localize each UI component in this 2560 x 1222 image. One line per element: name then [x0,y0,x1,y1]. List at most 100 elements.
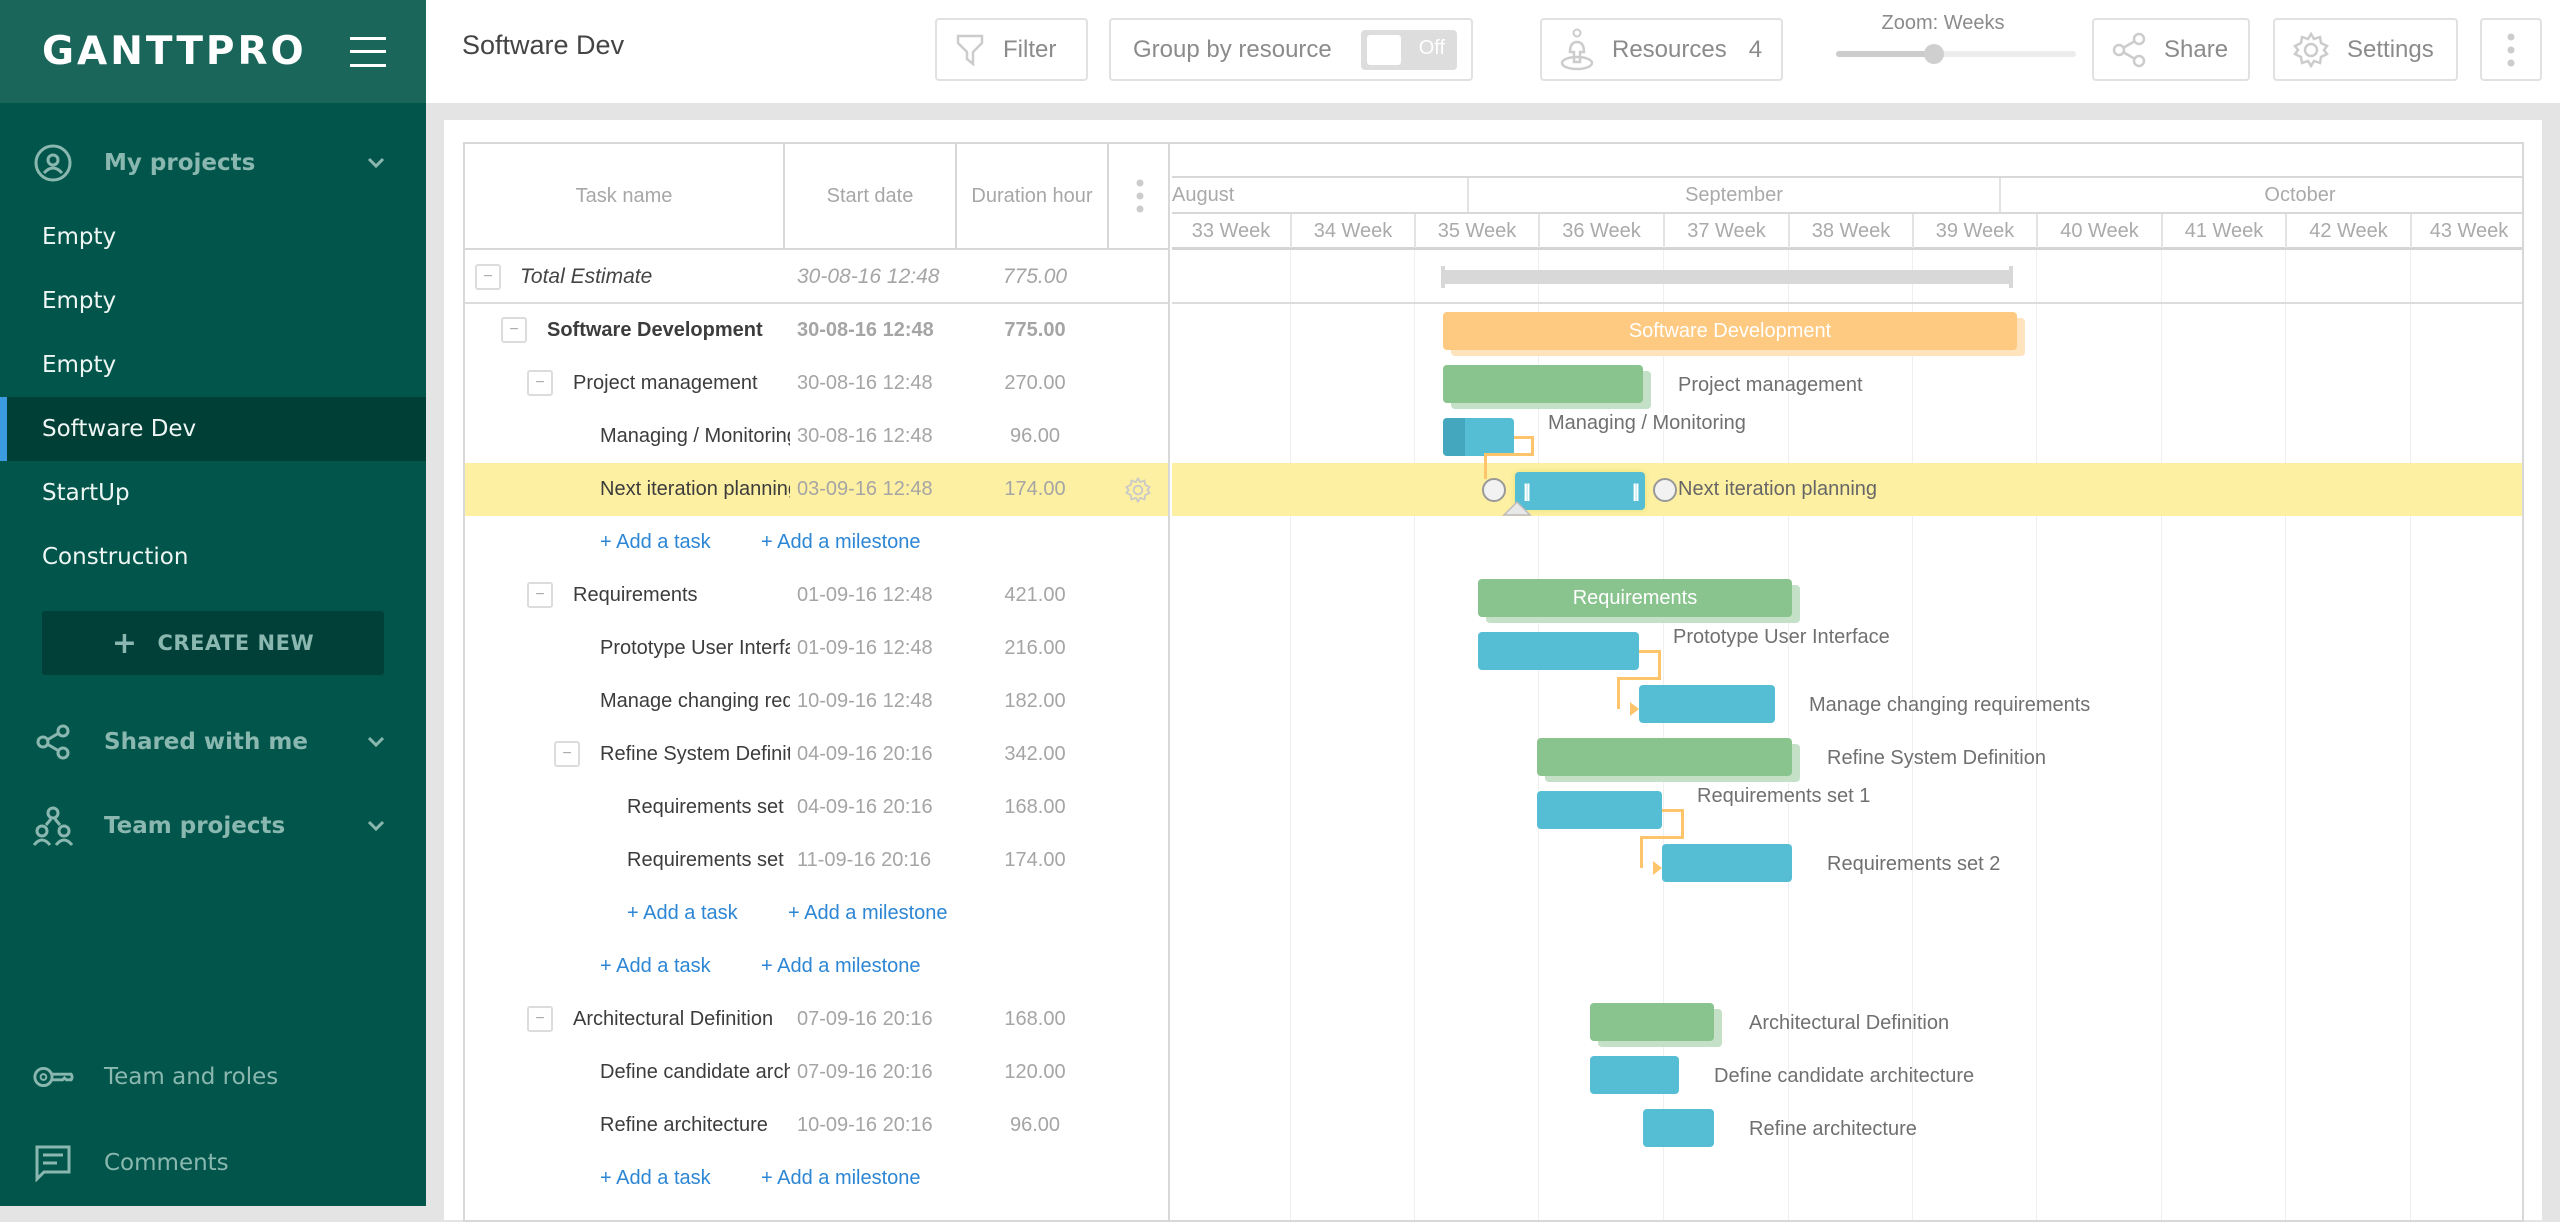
table-row-requirements-set-1[interactable]: Requirements set 1 04-09-16 20:16 168.00 [465,781,1168,834]
bar-label: Prototype User Interface [1673,626,1890,648]
sidebar-project-empty-3[interactable]: Empty [42,352,117,378]
column-header-start-date[interactable]: Start date [785,144,957,250]
dependency-link [1514,436,1534,456]
gantt-bar-define-candidate-architecture[interactable] [1590,1056,1679,1094]
progress-drag-handle-icon[interactable] [1502,500,1532,516]
start-date: 30-08-16 12:48 [797,319,934,341]
gantt-bar-next-iteration-planning[interactable]: ||| ||| [1515,472,1645,510]
gantt-bar-requirements-set-1[interactable] [1537,791,1662,829]
table-row-prototype-ui[interactable]: Prototype User Interface 01-09-16 12:48 … [465,622,1168,675]
collapse-toggle[interactable]: − [475,264,501,290]
create-new-label: CREATE NEW [157,631,315,655]
start-date: 11-09-16 20:16 [797,849,932,871]
gantt-bar-requirements[interactable]: Requirements [1478,579,1792,617]
collapse-toggle[interactable]: − [527,1006,553,1032]
ganttpro-logo[interactable]: GANTTPRO [42,29,307,74]
table-row-requirements[interactable]: − Requirements 01-09-16 12:48 421.00 [465,569,1168,622]
gantt-bar-prototype-ui[interactable] [1478,632,1639,670]
duration: 96.00 [1009,425,1061,447]
gantt-bar-refine-architecture[interactable] [1643,1109,1714,1147]
hamburger-menu-icon[interactable] [350,36,386,67]
table-row-next-iteration-planning[interactable]: Next iteration planning 03-09-16 12:48 1… [465,463,1168,516]
add-task-link[interactable]: + Add a task [600,955,711,977]
duration: 168.00 [1004,796,1066,818]
resize-handle-right[interactable]: ||| [1631,480,1640,501]
table-row-project-management[interactable]: − Project management 30-08-16 12:48 270.… [465,357,1168,410]
gantt-bar-architectural-definition[interactable] [1590,1003,1714,1041]
column-options-button[interactable] [1109,144,1170,250]
group-by-resource-toggle[interactable]: Off [1361,30,1457,70]
total-estimate-end-cap [2009,266,2013,288]
add-task-link[interactable]: + Add a task [627,902,738,924]
settings-button[interactable]: Settings [2273,18,2458,81]
collapse-toggle[interactable]: − [554,741,580,767]
duration: 182.00 [1004,690,1066,712]
bar-label: Requirements set 2 [1827,853,2001,875]
gantt-bar-project-management[interactable] [1443,365,1643,403]
start-date: 30-08-16 12:48 [797,265,940,288]
add-milestone-link[interactable]: + Add a milestone [761,1167,921,1189]
table-row-refine-architecture[interactable]: Refine architecture 10-09-16 20:16 96.00 [465,1099,1168,1152]
link-end-handle[interactable] [1653,478,1677,502]
zoom-slider-thumb[interactable] [1924,44,1944,64]
toggle-knob [1367,35,1401,65]
filter-button[interactable]: Filter [935,18,1088,81]
collapse-toggle[interactable]: − [527,582,553,608]
add-milestone-link[interactable]: + Add a milestone [761,531,921,553]
sidebar-project-software-dev[interactable]: Software Dev [0,397,426,461]
collapse-toggle[interactable]: − [527,370,553,396]
table-row-architectural-definition[interactable]: − Architectural Definition 07-09-16 20:1… [465,993,1168,1046]
team-and-roles-link[interactable]: Team and roles [0,1034,426,1120]
table-row-total-estimate[interactable]: − Total Estimate 30-08-16 12:48 775.00 [465,252,1168,302]
sidebar-project-empty-1[interactable]: Empty [42,224,117,250]
task-settings-gear-icon[interactable] [1125,476,1151,509]
sidebar-project-empty-2[interactable]: Empty [42,288,117,314]
zoom-slider[interactable] [1836,44,2076,64]
comments-link[interactable]: Comments [0,1120,426,1206]
table-row-refine-system-definition[interactable]: − Refine System Definition 04-09-16 20:1… [465,728,1168,781]
chevron-down-icon [367,736,385,748]
month-october: October [1999,178,2522,212]
resources-button[interactable]: Resources 4 [1540,18,1783,81]
add-milestone-link[interactable]: + Add a milestone [761,955,921,977]
team-projects-toggle[interactable]: Team projects [0,784,426,868]
week-35: 35 Week [1414,214,1538,248]
collapse-toggle[interactable]: − [501,317,527,343]
task-name: Requirements set 2 [627,849,790,871]
settings-label: Settings [2347,35,2434,63]
share-button[interactable]: Share [2092,18,2250,81]
add-milestone-link[interactable]: + Add a milestone [788,902,948,924]
table-row-software-development[interactable]: − Software Development 30-08-16 12:48 77… [465,304,1168,357]
page-title: Software Dev [462,30,625,60]
more-options-button[interactable] [2480,18,2542,81]
link-start-handle[interactable] [1482,478,1506,502]
gantt-bar-managing-monitoring[interactable] [1443,418,1514,456]
group-by-resource-control[interactable]: Group by resource Off [1109,18,1473,81]
resize-handle-left[interactable]: ||| [1523,480,1531,501]
column-header-duration[interactable]: Duration hour [957,144,1109,250]
gantt-bar-manage-changing-requirements[interactable] [1639,685,1775,723]
table-row-define-candidate-architecture[interactable]: Define candidate architecture 07-09-16 2… [465,1046,1168,1099]
week-36: 36 Week [1538,214,1663,248]
my-projects-toggle[interactable]: My projects [0,121,426,205]
sidebar-project-startup[interactable]: StartUp [42,480,130,506]
task-name: Total Estimate [520,265,653,288]
shared-with-me-toggle[interactable]: Shared with me [0,700,426,784]
comments-label: Comments [104,1150,229,1176]
bar-label: Define candidate architecture [1714,1065,1975,1087]
grid-line [1788,250,1789,1220]
column-header-task-name[interactable]: Task name [465,144,785,250]
gantt-bar-software-development[interactable]: Software Development [1443,312,2017,350]
table-row-manage-changing-requirements[interactable]: Manage changing requirements 10-09-16 12… [465,675,1168,728]
table-row-managing-monitoring[interactable]: Managing / Monitoring 30-08-16 12:48 96.… [465,410,1168,463]
add-task-link[interactable]: + Add a task [600,531,711,553]
resources-label: Resources [1612,35,1727,63]
start-date: 30-08-16 12:48 [797,372,933,394]
table-row-requirements-set-2[interactable]: Requirements set 2 11-09-16 20:16 174.00 [465,834,1168,887]
sidebar-project-construction[interactable]: Construction [42,544,189,570]
add-task-link[interactable]: + Add a task [600,1167,711,1189]
duration: 168.00 [1004,1008,1066,1030]
gantt-bar-requirements-set-2[interactable] [1662,844,1792,882]
gantt-bar-refine-system-definition[interactable] [1537,738,1792,776]
create-new-button[interactable]: + CREATE NEW [42,611,384,675]
